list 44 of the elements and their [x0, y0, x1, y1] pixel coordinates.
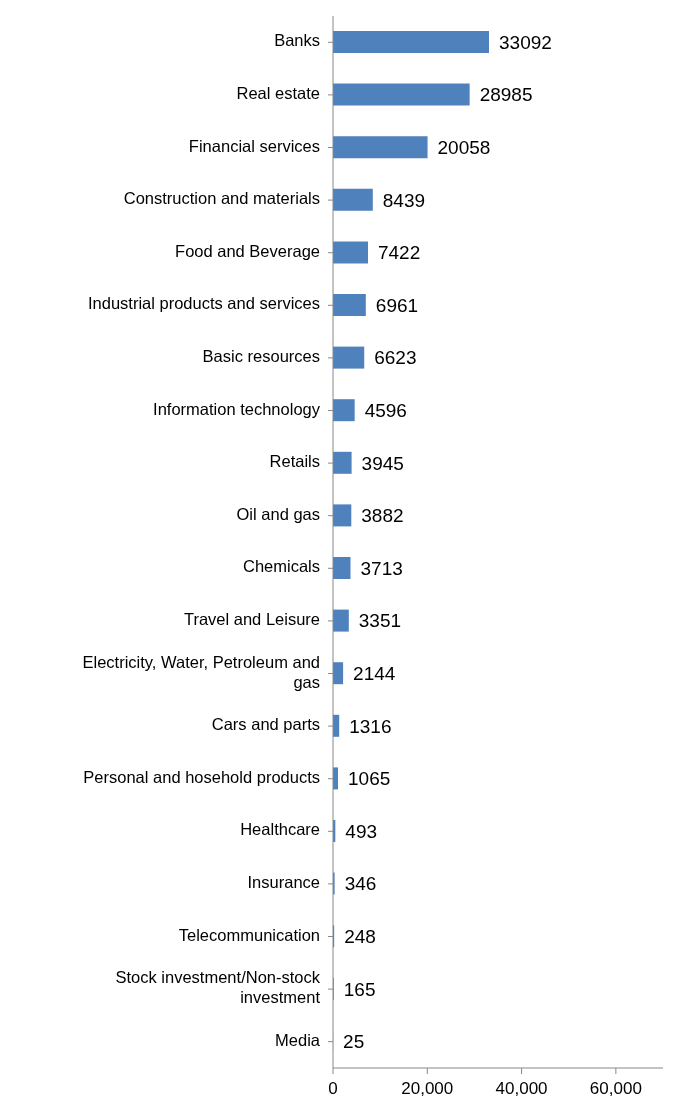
data-label: 346 — [344, 873, 377, 895]
y-tick-label: Electricity, Water, Petroleum and gas — [82, 652, 320, 691]
x-tick-label: 0 — [328, 1079, 338, 1099]
y-tick-label: Telecommunication — [178, 925, 320, 944]
data-label: 3945 — [361, 452, 404, 474]
data-label: 2144 — [353, 662, 396, 684]
data-label: 1065 — [348, 768, 391, 790]
y-tick-label: Financial services — [188, 136, 320, 155]
y-tick-label: Personal and hosehold products — [83, 768, 320, 787]
x-tick-label: 60,000 — [589, 1079, 642, 1099]
data-label: 28985 — [479, 84, 533, 106]
data-label: 248 — [344, 925, 376, 947]
data-label: 20058 — [437, 136, 491, 158]
data-label: 3351 — [358, 610, 402, 632]
data-label: 493 — [345, 820, 378, 842]
y-tick-label: Retails — [269, 452, 320, 471]
data-label: 1316 — [349, 715, 392, 737]
y-tick-label: Industrial products and services — [87, 294, 320, 313]
y-tick-label: Healthcare — [240, 820, 320, 839]
y-tick-label: Basic resources — [202, 347, 320, 366]
data-label: 3713 — [360, 557, 403, 579]
y-tick-label: Real estate — [236, 84, 320, 103]
data-label: 165 — [343, 978, 376, 1000]
data-label: 8439 — [382, 189, 426, 211]
y-tick-label: Chemicals — [242, 557, 320, 576]
data-label: 6961 — [375, 294, 419, 316]
y-tick-label: Construction and materials — [123, 189, 320, 208]
data-label: 4596 — [364, 399, 407, 421]
y-tick-label: Travel and Leisure — [183, 610, 320, 629]
y-tick-label: Food and Beverage — [175, 242, 320, 261]
y-tick-label: Cars and parts — [211, 715, 320, 734]
y-tick-label: Insurance — [247, 873, 320, 892]
y-tick-label: Banks — [274, 31, 320, 50]
y-tick-label: Information technology — [153, 399, 321, 418]
data-label: 33092 — [499, 31, 552, 53]
y-tick-label: Stock investment/Non-stock investment — [115, 968, 321, 1007]
x-tick-label: 40,000 — [495, 1079, 548, 1099]
data-label: 25 — [343, 1031, 365, 1053]
data-label: 7422 — [377, 242, 421, 264]
data-label: 6623 — [374, 347, 417, 369]
data-label: 3882 — [361, 505, 404, 527]
x-tick-label: 20,000 — [401, 1079, 454, 1099]
y-tick-label: Oil and gas — [236, 505, 320, 524]
y-tick-label: Media — [275, 1031, 321, 1050]
